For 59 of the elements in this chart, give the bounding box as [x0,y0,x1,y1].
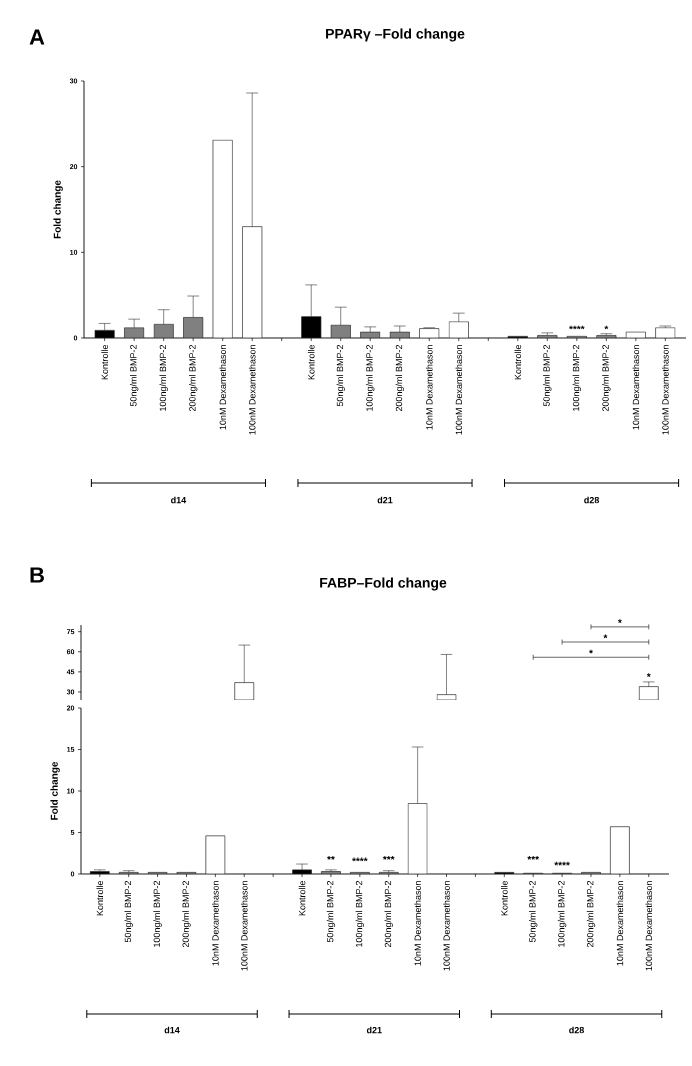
annotation: * [589,649,593,654]
x-tick-label: 100nM Dexamethason [248,345,256,435]
chart-title: PPARγ –Fold change [326,28,465,42]
x-tick-label: 200ng/ml BMP-2 [188,345,198,412]
x-tick-label: 50ng/ml BMP-2 [529,881,538,943]
x-tick-label: 10nM Dexamethason [632,345,640,430]
text: d14 [171,496,187,504]
x-tick-label: 200ng/ml BMP-2 [395,345,404,412]
annotation: * [646,673,651,677]
x-tick-label: 100nM Dexamethason [662,345,669,435]
text: d28 [569,1026,585,1034]
text: d28 [584,496,600,504]
x-tick-label: 200ng/ml BMP-2 [586,881,596,948]
x-tick-label: 100ng/ml BMP-2 [355,881,365,947]
x-tick-label: Kontrolle [96,880,104,916]
x-tick-label: 200ng/ml BMP-2 [602,345,611,412]
x-tick-label: 100nM Dexamethason [240,881,248,971]
x-tick-label: 100ng/ml BMP-2 [153,881,162,947]
x-tick-label: 10nM Dexamethason [414,881,421,966]
text: d14 [164,1026,180,1034]
x-tick-label: Kontrolle [500,880,508,916]
text: d21 [366,1026,382,1034]
x-tick-label: Kontrolle [298,880,306,916]
annotation: ** [327,855,335,860]
x-tick-label: 10nM Dexamethason [425,345,433,430]
text: B [30,567,44,583]
x-tick-label: 50ng/ml BMP-2 [336,345,345,407]
x-tick-label: Kontrolle [514,344,522,380]
x-tick-label: 100ng/ml BMP-2 [557,881,567,947]
x-tick-label: Kontrolle [307,344,315,380]
x-tick-label: 10nM Dexamethason [616,881,624,966]
x-tick-label: 100ng/ml BMP-2 [366,345,375,411]
annotation: **** [554,861,570,866]
annotation: *** [382,855,395,860]
annotation: *** [527,855,540,860]
x-tick-label: 10nM Dexamethason [212,881,219,966]
text: * [617,619,622,623]
text: A [29,29,45,45]
x-tick-label: 200ng/ml BMP-2 [384,881,393,948]
x-tick-label: 50ng/ml BMP-2 [326,881,336,943]
y-axis-title: Fold change [50,761,60,820]
x-tick-label: 100nM Dexamethason [455,345,463,435]
annotation: **** [352,857,368,862]
y-axis-title: Fold change [53,180,63,239]
x-tick-label: 10nM Dexamethason [219,345,227,430]
x-tick-label: 100ng/ml BMP-2 [159,345,168,411]
x-tick-label: 200ng/ml BMP-2 [182,881,191,948]
annotation: * [604,325,609,330]
x-tick-label: 100nM Dexamethason [645,881,653,971]
annotation: * [603,634,608,639]
chart-title: FABP–Fold change [320,577,447,591]
x-tick-label: 100nM Dexamethason [443,881,450,971]
x-tick-label: 50ng/ml BMP-2 [124,881,133,943]
x-tick-label: Kontrolle [101,344,108,380]
x-tick-label: 50ng/ml BMP-2 [129,345,139,407]
annotation: **** [569,325,585,330]
x-tick-label: 100ng/ml BMP-2 [572,345,581,411]
x-tick-label: 50ng/ml BMP-2 [543,345,552,407]
text: d21 [377,496,393,504]
